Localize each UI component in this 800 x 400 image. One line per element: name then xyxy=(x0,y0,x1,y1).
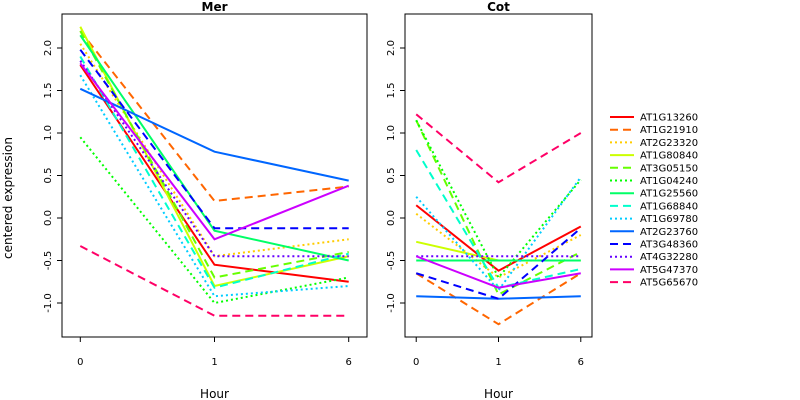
legend-item: AT1G21910 xyxy=(610,125,698,136)
x-tick-label: 0 xyxy=(413,357,419,368)
series-line-at1g21910 xyxy=(415,272,582,326)
chart-panels: Mer -1.0 -0.5 0.0 0.5 1.0 1.5 2.0 0 1 6 Hour Cot -1.0… xyxy=(43,0,593,400)
x-axis-label: Hour xyxy=(200,387,229,400)
y-tick-label: 0.0 xyxy=(386,210,397,226)
y-axis-label: centered expression xyxy=(1,137,15,259)
y-tick-label: -1.0 xyxy=(386,293,397,313)
x-tick-label: 6 xyxy=(578,357,584,368)
legend-label: AT2G23760 xyxy=(640,227,698,238)
legend-label: AT1G21910 xyxy=(640,125,698,136)
legend-item: AT3G48360 xyxy=(610,240,698,251)
legend-item: AT2G23760 xyxy=(610,227,698,238)
series-line-at1g68840 xyxy=(79,55,349,289)
panel-title: Mer xyxy=(202,0,228,14)
series-line-at1g13260 xyxy=(79,64,349,283)
x-tick-label: 0 xyxy=(77,357,83,368)
y-tick-label: 0.5 xyxy=(386,168,397,184)
legend-label: AT3G48360 xyxy=(640,240,698,251)
y-tick-label: 0.0 xyxy=(43,210,54,226)
x-tick-label: 6 xyxy=(346,357,352,368)
panel-cot: Cot -1.0 -0.5 0.0 0.5 1.0 1.5 2.0 0 1 6 Hour xyxy=(386,0,593,400)
y-tick-label: 1.0 xyxy=(386,125,397,141)
series-line-at5g65670 xyxy=(79,245,349,317)
legend-label: AT5G65670 xyxy=(640,278,698,289)
series-line-at3g48360 xyxy=(415,227,582,300)
legend-item: AT1G69780 xyxy=(610,214,698,225)
y-tick-label: 2.0 xyxy=(43,40,54,56)
x-tick-label: 1 xyxy=(495,357,501,368)
y-tick-label: -1.0 xyxy=(43,293,54,313)
legend-item: AT1G04240 xyxy=(610,176,698,187)
legend-item: AT5G47370 xyxy=(610,265,698,276)
legend-label: AT4G32280 xyxy=(640,252,698,263)
legend-item: AT3G05150 xyxy=(610,163,698,174)
panel-title: Cot xyxy=(487,0,510,14)
series-line-at5g47370 xyxy=(415,255,581,289)
series-line-at5g47370 xyxy=(79,62,350,241)
series-line-at1g69780 xyxy=(79,74,349,298)
series-line-at2g23760 xyxy=(416,295,581,300)
series-line-at1g80840 xyxy=(79,26,349,288)
legend-item: AT1G80840 xyxy=(610,151,698,162)
series-line-at2g23320 xyxy=(79,43,349,258)
series-line-at5g65670 xyxy=(415,113,582,184)
legend-item: AT1G68840 xyxy=(610,201,698,212)
y-tick-label: -0.5 xyxy=(386,251,397,271)
legend-label: AT5G47370 xyxy=(640,265,698,276)
legend: AT1G13260AT1G21910AT2G23320AT1G80840AT3G… xyxy=(610,113,698,289)
legend-label: AT1G04240 xyxy=(640,176,698,187)
legend-label: AT1G13260 xyxy=(640,113,698,124)
series-line-at2g23760 xyxy=(79,87,349,182)
legend-label: AT1G69780 xyxy=(640,214,698,225)
series-line-at1g69780 xyxy=(415,176,582,292)
series-line-at3g48360 xyxy=(79,49,349,230)
y-tick-label: 1.5 xyxy=(43,83,54,99)
y-tick-label: -0.5 xyxy=(43,251,54,271)
panel-mer: Mer -1.0 -0.5 0.0 0.5 1.0 1.5 2.0 0 1 6 Hour xyxy=(43,0,368,400)
legend-label: AT2G23320 xyxy=(640,138,698,149)
legend-label: AT1G80840 xyxy=(640,151,698,162)
series-line-at1g25560 xyxy=(79,34,349,262)
series-line-at1g80840 xyxy=(415,240,581,262)
series-line-at1g04240 xyxy=(415,119,582,280)
legend-item: AT4G32280 xyxy=(610,252,698,263)
series-line-at2g23320 xyxy=(415,212,582,279)
y-tick-label: 2.0 xyxy=(386,40,397,56)
legend-label: AT1G68840 xyxy=(640,201,698,212)
x-axis-label: Hour xyxy=(484,387,513,400)
y-tick-label: 1.0 xyxy=(43,125,54,141)
legend-item: AT1G13260 xyxy=(610,113,698,124)
series-line-at3g05150 xyxy=(79,30,349,279)
legend-item: AT1G25560 xyxy=(610,189,698,200)
series-line-at1g04240 xyxy=(79,136,349,305)
series-line-at4g32280 xyxy=(79,60,349,258)
legend-label: AT3G05150 xyxy=(640,163,698,174)
legend-item: AT2G23320 xyxy=(610,138,698,149)
x-tick-label: 1 xyxy=(211,357,217,368)
series-line-at3g05150 xyxy=(415,119,582,296)
legend-label: AT1G25560 xyxy=(640,189,698,200)
y-tick-label: 0.5 xyxy=(43,168,54,184)
y-tick-label: 1.5 xyxy=(386,83,397,99)
legend-item: AT5G65670 xyxy=(610,278,698,289)
series-line-at1g21910 xyxy=(79,30,349,203)
